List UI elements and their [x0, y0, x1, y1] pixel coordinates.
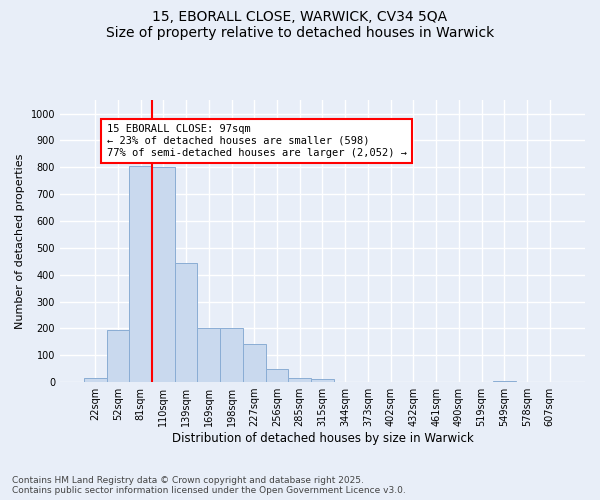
Bar [107, 330, 129, 382]
Text: 15, EBORALL CLOSE, WARWICK, CV34 5QA
Size of property relative to detached house: 15, EBORALL CLOSE, WARWICK, CV34 5QA Siz… [106, 10, 494, 40]
Bar [152, 168, 175, 382]
Bar [175, 262, 197, 382]
Text: 15 EBORALL CLOSE: 97sqm
← 23% of detached houses are smaller (598)
77% of semi-d: 15 EBORALL CLOSE: 97sqm ← 23% of detache… [107, 124, 407, 158]
Bar [493, 380, 515, 382]
Bar [311, 380, 334, 382]
Bar [220, 328, 243, 382]
Bar [84, 378, 107, 382]
Bar [243, 344, 266, 382]
Text: Contains HM Land Registry data © Crown copyright and database right 2025.
Contai: Contains HM Land Registry data © Crown c… [12, 476, 406, 495]
Bar [289, 378, 311, 382]
Y-axis label: Number of detached properties: Number of detached properties [15, 154, 25, 329]
Bar [197, 328, 220, 382]
Bar [266, 368, 289, 382]
X-axis label: Distribution of detached houses by size in Warwick: Distribution of detached houses by size … [172, 432, 473, 445]
Bar [129, 166, 152, 382]
